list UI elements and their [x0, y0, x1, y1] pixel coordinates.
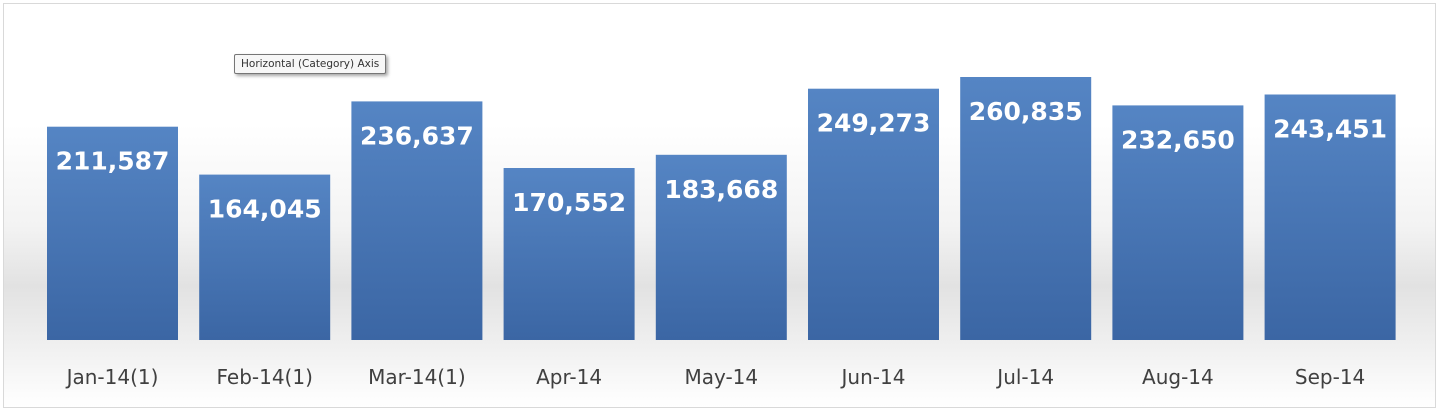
x-tick-label[interactable]: Jul-14: [995, 365, 1054, 389]
data-label[interactable]: 170,552: [512, 188, 626, 217]
x-tick-label[interactable]: Aug-14: [1142, 365, 1214, 389]
bar-feb-14-1[interactable]: [199, 174, 331, 340]
x-tick-label[interactable]: Sep-14: [1295, 365, 1365, 389]
data-label[interactable]: 260,835: [969, 97, 1083, 126]
data-label[interactable]: 232,650: [1121, 125, 1235, 154]
bar-jul-14[interactable]: [960, 77, 1092, 340]
bar-may-14[interactable]: [655, 154, 787, 340]
x-tick-label[interactable]: Jan-14(1): [65, 365, 159, 389]
data-label[interactable]: 249,273: [817, 109, 931, 138]
x-tick-label[interactable]: Jun-14: [840, 365, 906, 389]
data-label[interactable]: 211,587: [56, 147, 170, 176]
data-label[interactable]: 183,668: [664, 175, 778, 204]
bar-apr-14[interactable]: [503, 168, 635, 340]
bar-aug-14[interactable]: [1112, 105, 1244, 341]
bar-jun-14[interactable]: [808, 88, 939, 340]
data-label[interactable]: 243,451: [1273, 115, 1387, 144]
bar-mar-14-1[interactable]: [351, 101, 483, 341]
data-label[interactable]: 236,637: [360, 121, 474, 150]
x-tick-label[interactable]: Feb-14(1): [216, 365, 312, 389]
data-label[interactable]: 164,045: [208, 195, 322, 224]
x-tick-label[interactable]: Apr-14: [536, 365, 602, 389]
axis-tooltip: Horizontal (Category) Axis: [234, 54, 387, 74]
bar-jan-14-1[interactable]: [47, 126, 178, 340]
bar-sep-14[interactable]: [1264, 94, 1396, 341]
x-tick-label[interactable]: May-14: [684, 365, 758, 389]
x-tick-label[interactable]: Mar-14(1): [368, 365, 465, 389]
